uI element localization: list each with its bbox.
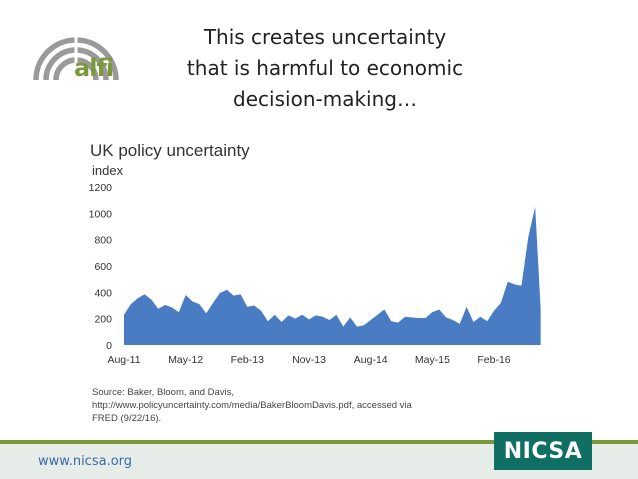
nicsa-logo-text: NICSA xyxy=(503,438,583,464)
footer-divider xyxy=(0,440,638,444)
y-tick-label: 1200 xyxy=(89,182,113,194)
source-note: Source: Baker, Bloom, and Davis, http://… xyxy=(92,386,492,425)
alfi-logo-text: alfi xyxy=(74,54,114,82)
chart-y-axis-label: index xyxy=(92,163,124,178)
footer-url-link[interactable]: www.nicsa.org xyxy=(38,454,133,469)
source-line: http://www.policyuncertainty.com/media/B… xyxy=(92,400,412,411)
x-tick-label: Aug-11 xyxy=(107,354,140,366)
chart-title: UK policy uncertainty xyxy=(90,141,250,160)
series-area xyxy=(124,206,541,345)
y-tick-label: 1000 xyxy=(89,208,113,220)
y-tick-label: 200 xyxy=(94,314,112,326)
x-tick-label: May-15 xyxy=(415,354,450,366)
slide-title-line: decision-making… xyxy=(233,87,417,111)
x-tick-label: May-12 xyxy=(168,354,203,366)
policy-uncertainty-chart: 0 200 400 600 800 1000 1200 Aug-11 May-12 Feb-13 N… xyxy=(89,182,541,366)
slide-title-line: This creates uncertainty xyxy=(203,25,447,49)
y-tick-label: 800 xyxy=(94,235,112,247)
slide-title: This creates uncertainty that is harmful… xyxy=(140,22,510,115)
nicsa-logo: NICSA xyxy=(494,432,592,470)
alfi-logo xyxy=(33,36,119,81)
source-line: Source: Baker, Bloom, and Davis, xyxy=(92,387,235,398)
y-tick-label: 400 xyxy=(94,287,112,299)
y-tick-label: 0 xyxy=(106,340,112,352)
x-tick-label: Feb-13 xyxy=(231,354,264,366)
slide-title-line: that is harmful to economic xyxy=(186,56,464,80)
x-tick-label: Aug-14 xyxy=(354,354,388,366)
x-tick-label: Nov-13 xyxy=(292,354,326,366)
x-tick-label: Feb-16 xyxy=(477,354,510,366)
source-line: FRED (9/22/16). xyxy=(92,413,162,424)
y-tick-label: 600 xyxy=(94,261,112,273)
